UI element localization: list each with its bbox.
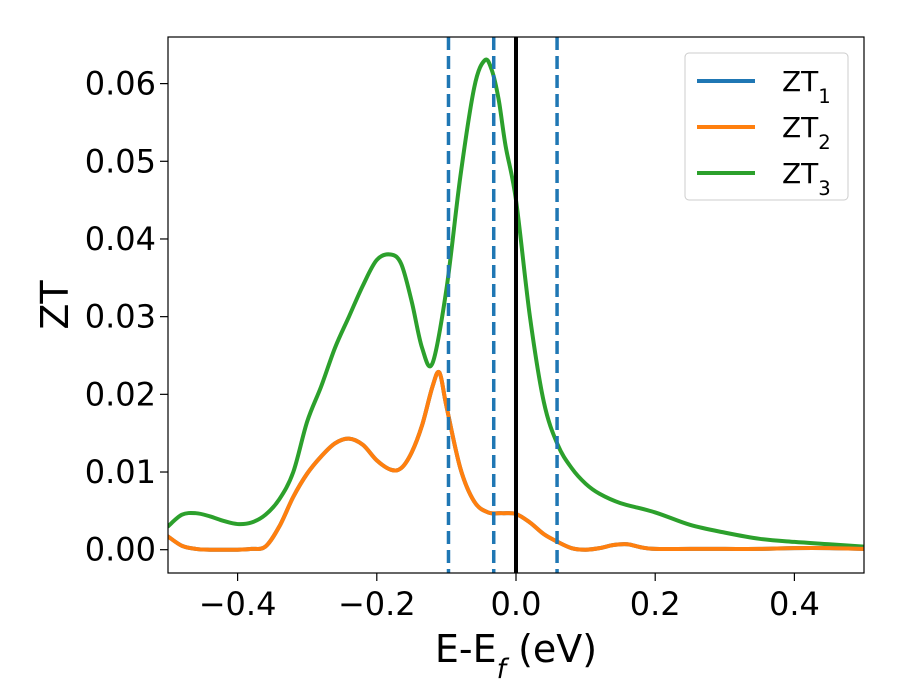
x-tick-label: 0.2 [630,585,681,623]
legend-label-zt3: ZT3 [782,157,831,200]
y-tick-label: 0.01 [85,453,156,491]
x-tick-label: −0.2 [338,585,416,623]
y-tick-label: 0.02 [85,375,156,413]
legend-label-zt2: ZT2 [782,111,831,154]
legend-label-zt1: ZT1 [782,65,831,108]
y-axis-label: ZT [33,280,77,330]
series-layer [168,57,864,552]
x-axis-ticks: −0.4 −0.2 0.0 0.2 0.4 [199,573,820,623]
y-tick-label: 0.05 [85,142,156,180]
y-tick-label: 0.06 [85,65,156,103]
x-tick-label: 0.4 [769,585,820,623]
y-tick-label: 0.04 [85,220,156,258]
y-axis-ticks: 0.00 0.01 0.02 0.03 0.04 0.05 0.06 [85,65,168,569]
x-tick-label: 0.0 [491,585,542,623]
y-tick-label: 0.00 [85,531,156,569]
x-tick-label: −0.4 [199,585,277,623]
y-tick-label: 0.03 [85,298,156,336]
reference-lines [446,37,559,573]
series-line-zt2 [168,369,864,552]
series-line-zt3 [168,57,864,549]
legend-box [684,52,849,201]
x-axis-label: E-Ef (eV) [435,627,597,685]
